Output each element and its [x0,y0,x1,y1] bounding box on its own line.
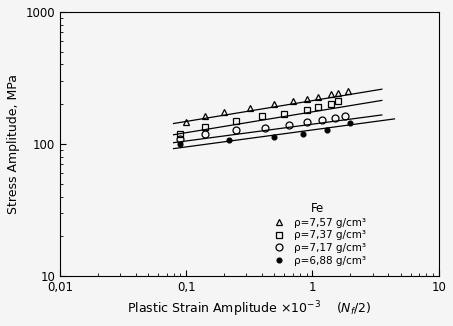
Y-axis label: Stress Amplitude, MPa: Stress Amplitude, MPa [7,74,20,214]
X-axis label: Plastic Strain Amplitude $\times10^{-3}$    $(N_f/2)$: Plastic Strain Amplitude $\times10^{-3}$… [127,300,371,319]
Legend: ρ=7,57 g/cm³, ρ=7,37 g/cm³, ρ=7,17 g/cm³, ρ=6,88 g/cm³: ρ=7,57 g/cm³, ρ=7,37 g/cm³, ρ=7,17 g/cm³… [269,202,366,266]
